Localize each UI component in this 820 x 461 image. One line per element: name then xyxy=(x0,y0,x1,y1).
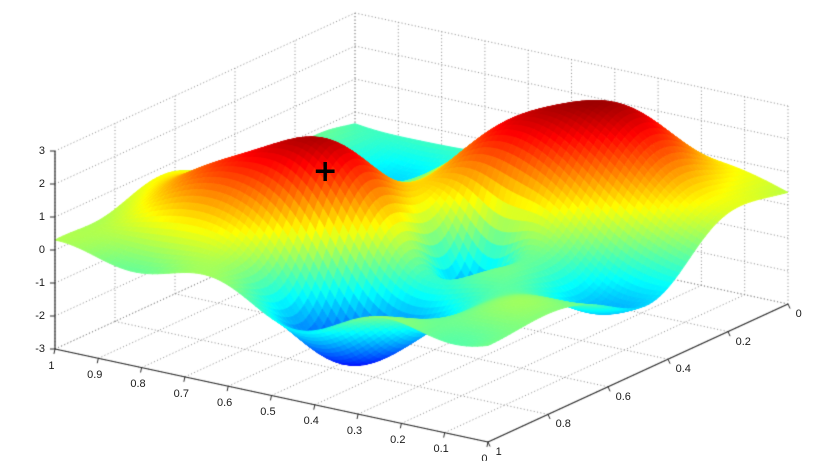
surface-plot-canvas xyxy=(0,0,820,461)
figure-3d-surface: 0 0.1 0.2 0.3 0.4 0.5 0.6 0.7 0.8 0.9 1 0 0.2 0.4 0.6 0… xyxy=(0,0,820,461)
